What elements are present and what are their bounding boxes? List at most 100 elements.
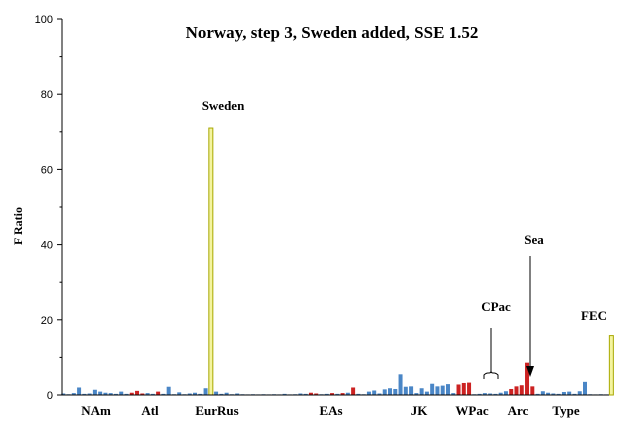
bar-48 xyxy=(308,392,313,395)
bar-92 xyxy=(540,391,545,395)
annotation-sea: Sea xyxy=(524,232,544,247)
bar-66 xyxy=(403,386,408,395)
bar-77 xyxy=(461,382,466,395)
bar-5 xyxy=(82,393,87,395)
bar-27 xyxy=(198,393,203,395)
y-tick-label-40: 40 xyxy=(41,240,53,252)
group-label-eurrus: EurRus xyxy=(195,403,238,418)
bar-93 xyxy=(546,392,551,395)
bar-8 xyxy=(98,391,103,395)
bar-30 xyxy=(214,391,219,395)
bar-28 xyxy=(203,388,208,395)
bar-64 xyxy=(393,388,398,395)
bar-81 xyxy=(482,393,487,395)
bar-32 xyxy=(224,392,229,395)
bar-25 xyxy=(187,393,192,395)
bar-1 xyxy=(61,393,66,395)
bar-62 xyxy=(382,389,387,395)
bar-49 xyxy=(314,393,319,395)
group-label-type: Type xyxy=(552,403,579,418)
group-label-jk: JK xyxy=(411,403,429,418)
bar-13 xyxy=(124,393,129,395)
labels-layer: NAm Atl EurRus EAs JK WPac Arc Type xyxy=(81,403,580,418)
bar-99 xyxy=(577,391,582,395)
bar-53 xyxy=(335,393,340,395)
cpac-bracket xyxy=(483,370,499,379)
bar-51 xyxy=(324,393,329,395)
annotations-layer: Sweden CPac Sea FEC xyxy=(202,98,607,379)
bar-43 xyxy=(282,393,287,395)
bar-75 xyxy=(451,393,456,395)
annotation-sweden: Sweden xyxy=(202,98,245,113)
chart-title: Norway, step 3, Sweden added, SSE 1.52 xyxy=(186,23,479,42)
bar-70 xyxy=(424,391,429,395)
bar-82 xyxy=(488,393,493,395)
bar-59 xyxy=(366,391,371,395)
bar-57 xyxy=(356,393,361,395)
bar-97 xyxy=(567,391,572,395)
group-label-eas: EAs xyxy=(319,403,342,418)
y-tick-label-100: 100 xyxy=(35,14,53,26)
bar-87 xyxy=(514,386,519,395)
bar-86 xyxy=(509,388,514,395)
bar-31 xyxy=(219,393,224,395)
bar-61 xyxy=(377,393,382,395)
bar-84 xyxy=(498,392,503,395)
bar-55 xyxy=(345,392,350,395)
bar-15 xyxy=(135,390,140,395)
bar-20 xyxy=(161,393,166,395)
bars-layer xyxy=(61,127,614,396)
bar-23 xyxy=(177,392,182,395)
bar-46 xyxy=(298,393,303,395)
bar-76 xyxy=(456,384,461,395)
group-label-wpac: WPac xyxy=(455,403,488,418)
bar-52 xyxy=(330,393,335,395)
bar-71 xyxy=(430,383,435,395)
annotation-fec: FEC xyxy=(581,308,607,323)
bar-72 xyxy=(435,386,440,395)
bar-21 xyxy=(166,386,171,395)
y-tick-label-80: 80 xyxy=(41,89,53,101)
bar-12 xyxy=(119,391,124,395)
bar-63 xyxy=(388,388,393,395)
bar-56 xyxy=(351,387,356,395)
bar-89 xyxy=(525,362,530,395)
bar-100 xyxy=(583,381,587,395)
y-axis-label: F Ratio xyxy=(11,207,25,245)
bar-83 xyxy=(493,393,498,395)
bar-60 xyxy=(372,390,377,395)
y-tick-label-60: 60 xyxy=(41,164,53,176)
bar-69 xyxy=(419,388,424,395)
bar-98 xyxy=(572,393,577,395)
bar-4 xyxy=(77,387,82,395)
bar-80 xyxy=(477,393,482,395)
bar-17 xyxy=(145,393,150,395)
bar-74 xyxy=(445,384,450,395)
bar-73 xyxy=(440,385,445,395)
bar-47 xyxy=(303,393,308,395)
bar-105 xyxy=(608,335,614,396)
bar-85 xyxy=(503,391,508,395)
bar-67 xyxy=(409,386,414,395)
bar-7 xyxy=(92,389,97,395)
group-label-atl: Atl xyxy=(141,403,159,418)
bar-10 xyxy=(108,393,113,395)
bar-19 xyxy=(156,391,161,395)
group-label-arc: Arc xyxy=(508,403,529,418)
bar-34 xyxy=(235,393,240,395)
bar-94 xyxy=(551,393,556,395)
bar-78 xyxy=(467,382,472,395)
bar-68 xyxy=(414,393,419,395)
bar-29 xyxy=(208,127,214,396)
bar-91 xyxy=(535,393,540,395)
bar-9 xyxy=(103,392,108,395)
y-tick-label-20: 20 xyxy=(41,315,53,327)
annotation-cpac: CPac xyxy=(481,299,511,314)
bar-18 xyxy=(150,393,155,395)
bar-11 xyxy=(113,393,118,395)
axes-layer: 0 20 40 60 80 100 xyxy=(35,14,609,402)
y-tick-label-0: 0 xyxy=(47,390,53,402)
group-label-nam: NAm xyxy=(81,403,111,418)
bar-6 xyxy=(87,393,92,395)
